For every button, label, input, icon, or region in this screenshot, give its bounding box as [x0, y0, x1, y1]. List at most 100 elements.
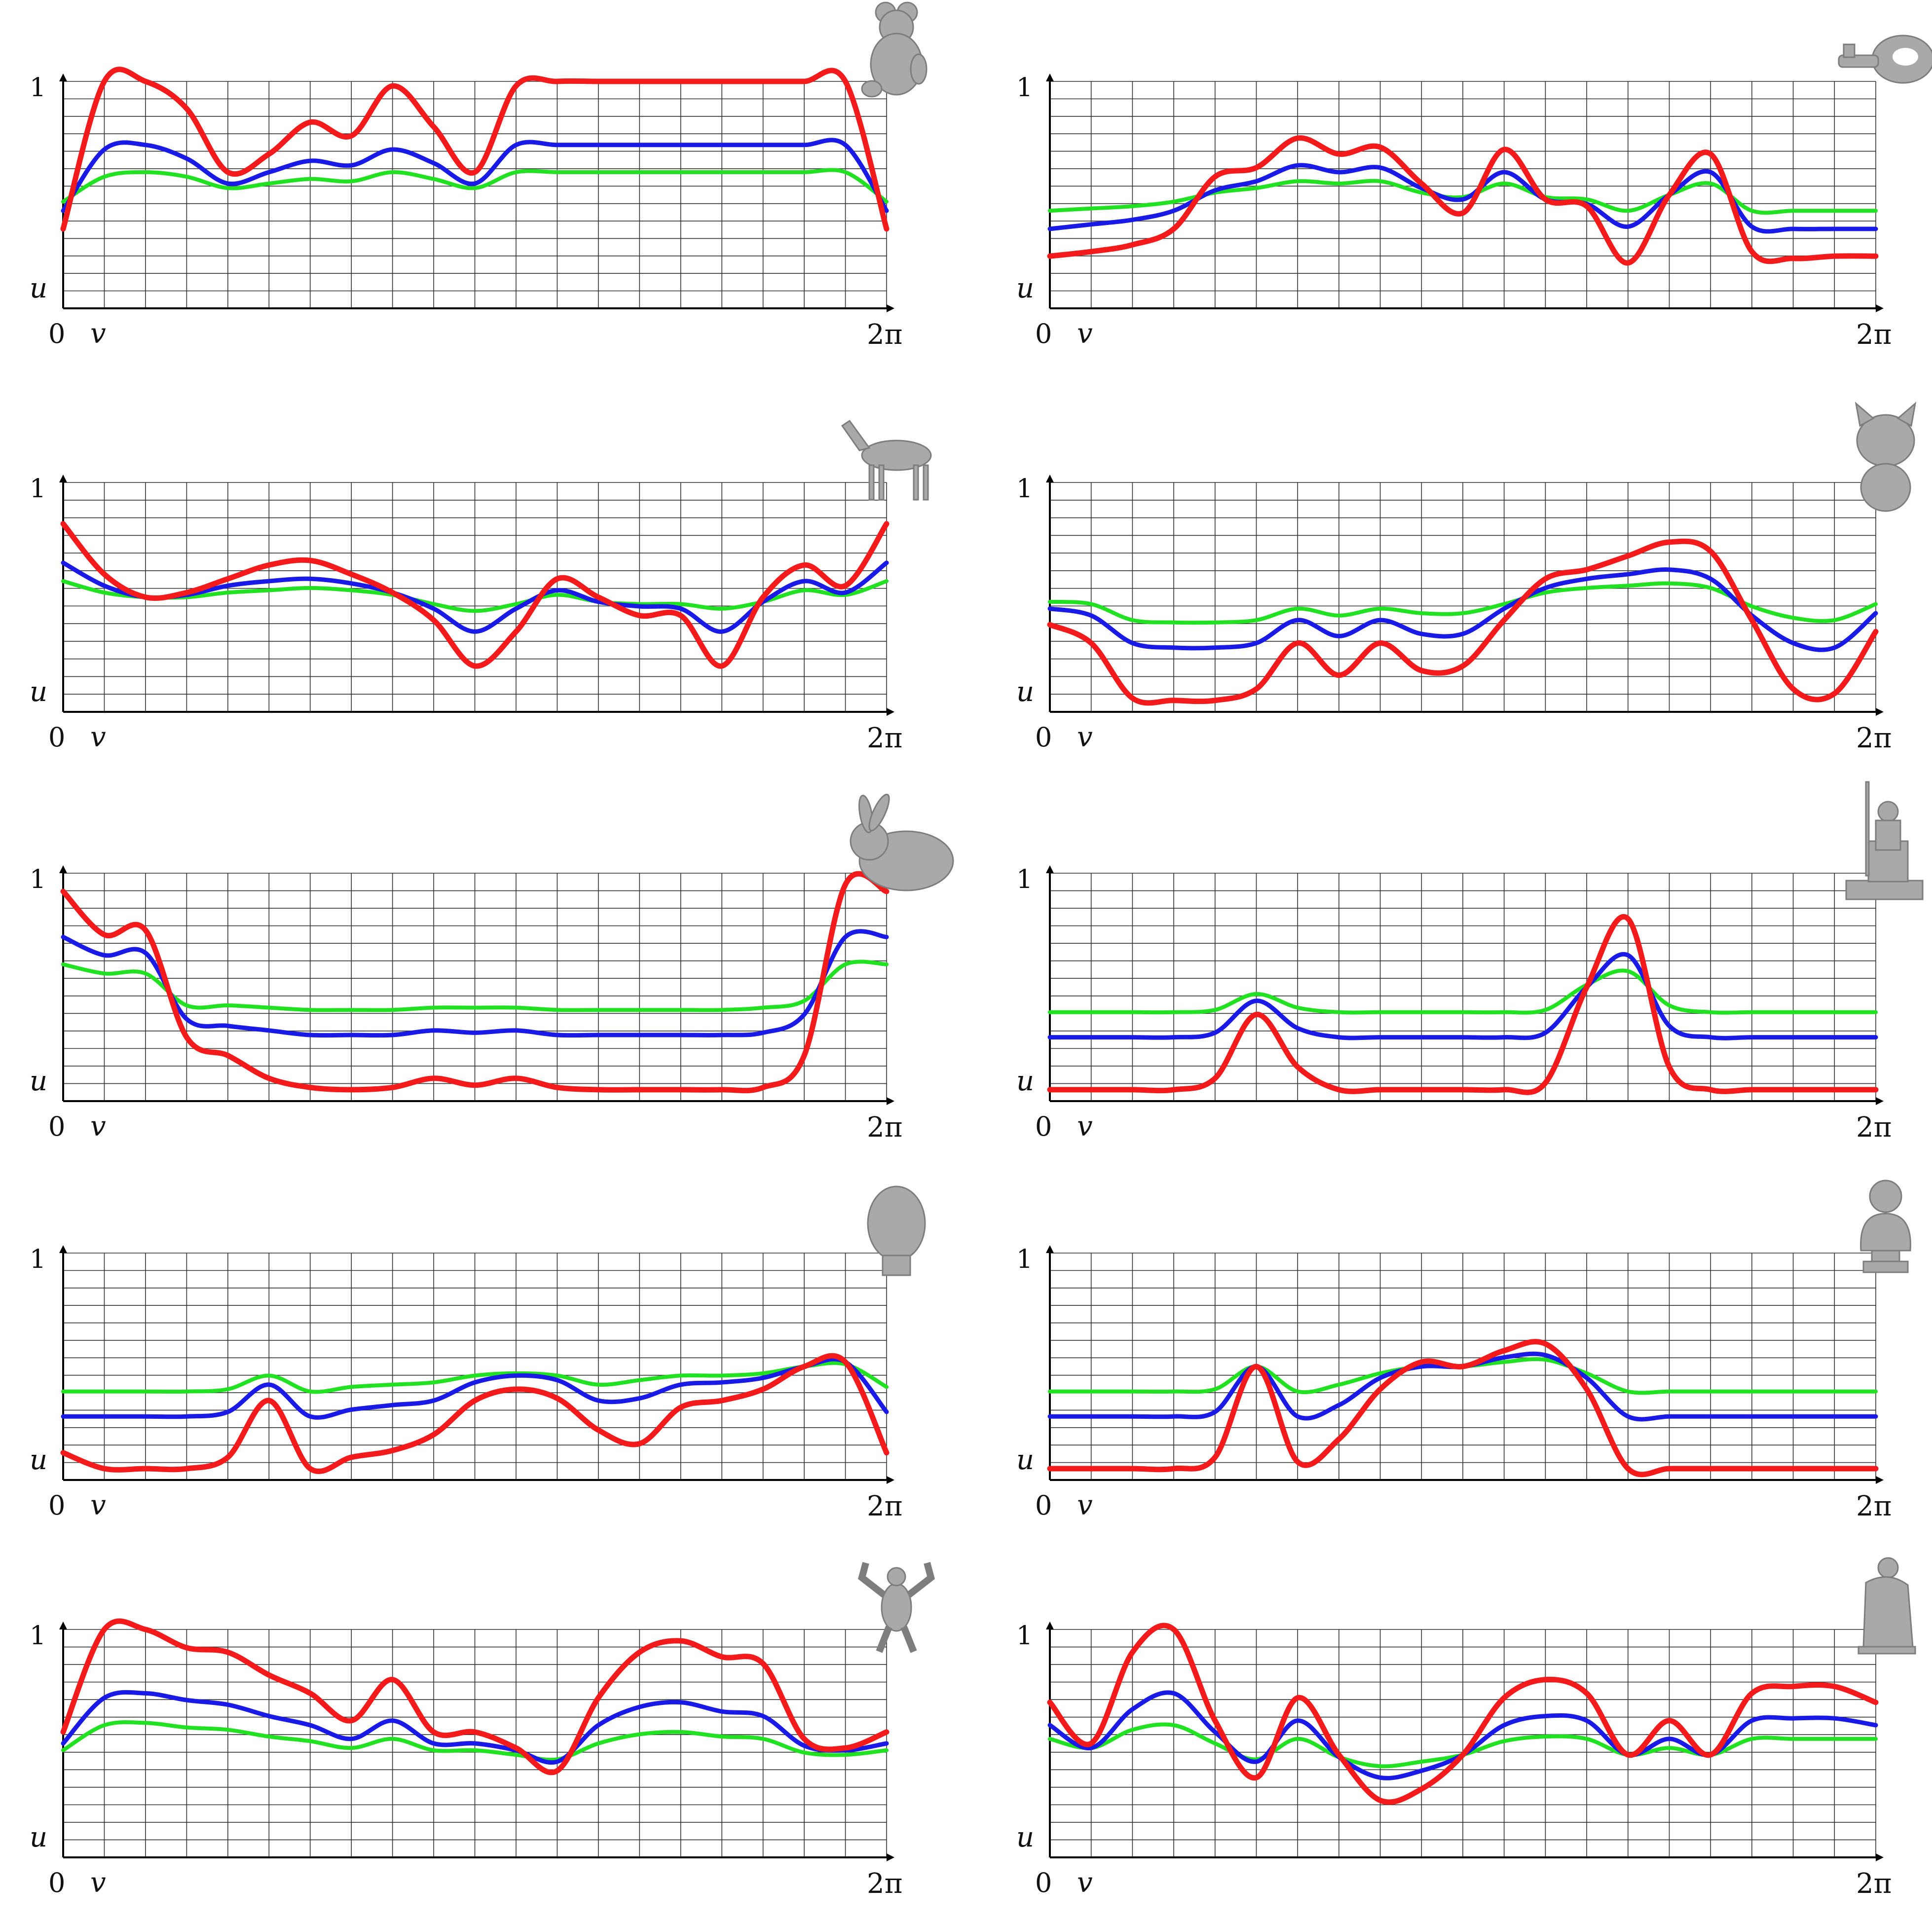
- x-axis-label: v: [1077, 1489, 1093, 1521]
- x-tick-label-end: 2π: [1856, 1111, 1892, 1144]
- y-axis-arrow: [59, 865, 67, 873]
- x-axis-arrow: [887, 1853, 894, 1861]
- x-tick-label-start: 0: [1035, 722, 1052, 753]
- y-tick-label-top: 1: [30, 73, 46, 103]
- x-axis-label: v: [1077, 318, 1093, 350]
- y-axis-arrow: [59, 475, 67, 482]
- y-axis-arrow: [59, 74, 67, 81]
- y-axis-label: u: [1016, 1065, 1034, 1097]
- y-axis-arrow: [1046, 475, 1054, 482]
- x-tick-label-end: 2π: [1856, 1490, 1892, 1522]
- x-tick-label-end: 2π: [867, 1490, 902, 1522]
- chart-panel: 1 u0 v 2π: [1016, 402, 1917, 754]
- series-line-blue: [61, 138, 889, 213]
- kitten-icon: [1855, 402, 1917, 512]
- grid: [1049, 81, 1876, 309]
- x-tick-label-start: 0: [1035, 1490, 1052, 1521]
- series-line-red: [60, 1353, 890, 1474]
- y-tick-label-top: 1: [1016, 865, 1033, 894]
- y-axis-label: u: [1016, 676, 1034, 708]
- series-line-red: [1047, 1339, 1879, 1478]
- y-axis-label: u: [30, 1065, 47, 1097]
- x-tick-label-end: 2π: [867, 319, 902, 351]
- x-tick-label-end: 2π: [1856, 319, 1892, 351]
- y-axis-arrow: [1046, 865, 1054, 873]
- teddy-bear-icon: [861, 1, 928, 98]
- x-tick-label-start: 0: [1035, 1867, 1052, 1898]
- y-tick-label-top: 1: [30, 865, 46, 894]
- x-axis-arrow: [1876, 1476, 1884, 1484]
- chart-panel: 1 u0 v 2π: [1016, 781, 1924, 1144]
- x-axis-arrow: [1876, 304, 1884, 312]
- series-line-blue: [1047, 952, 1878, 1040]
- chart-panel: 1 u0 v 2π: [30, 1, 928, 351]
- ring-object-icon: [1838, 35, 1932, 84]
- x-axis-arrow: [1876, 708, 1884, 716]
- chart-panel: 1 u0 v 2π: [30, 1562, 935, 1900]
- y-axis-arrow: [59, 1245, 67, 1253]
- series-line-green: [61, 960, 889, 1012]
- x-axis-label: v: [90, 1489, 106, 1521]
- head-bust-icon: [867, 1185, 926, 1276]
- series-line-blue: [61, 1357, 889, 1420]
- grid: [1049, 482, 1876, 712]
- x-tick-label-start: 0: [48, 1867, 65, 1898]
- chart-panel: 1 u0 v 2π: [30, 1185, 926, 1522]
- series-line-red: [1047, 538, 1879, 706]
- series-line-red: [1047, 914, 1879, 1095]
- x-tick-label-start: 0: [1035, 1111, 1052, 1142]
- x-tick-label-end: 2π: [1856, 722, 1892, 754]
- grid: [1049, 873, 1876, 1102]
- series-line-green: [61, 168, 889, 204]
- x-axis-label: v: [90, 1110, 106, 1143]
- y-axis-label: u: [1016, 1821, 1034, 1853]
- chart-panel: 1 u0 v 2π: [1016, 1557, 1916, 1900]
- y-tick-label-top: 1: [30, 474, 46, 504]
- x-tick-label-start: 0: [48, 1111, 65, 1142]
- grid: [63, 1253, 887, 1480]
- series-line-green: [61, 1720, 889, 1762]
- x-tick-label-start: 0: [48, 722, 65, 753]
- x-tick-label-start: 0: [48, 318, 65, 349]
- x-tick-label-start: 0: [1035, 318, 1052, 349]
- seated-statue-icon: [1845, 781, 1924, 900]
- y-axis-label: u: [30, 272, 47, 304]
- y-axis-arrow: [59, 1622, 67, 1629]
- y-axis-label: u: [30, 1444, 47, 1476]
- horse-icon: [841, 419, 932, 501]
- y-axis-arrow: [1046, 1245, 1054, 1253]
- series-line-red: [1047, 1623, 1879, 1805]
- y-tick-label-top: 1: [1016, 73, 1033, 103]
- x-axis-arrow: [1876, 1097, 1884, 1105]
- x-axis-arrow: [887, 1476, 894, 1484]
- x-axis-label: v: [90, 721, 106, 753]
- y-axis-label: u: [1016, 272, 1034, 304]
- x-axis-arrow: [1876, 1853, 1884, 1861]
- y-axis-label: u: [30, 676, 47, 708]
- x-axis-arrow: [887, 708, 894, 716]
- x-tick-label-start: 0: [48, 1490, 65, 1521]
- y-tick-label-top: 1: [1016, 1621, 1033, 1651]
- series-line-blue: [61, 1690, 889, 1765]
- grid: [1049, 1629, 1876, 1858]
- y-tick-label-top: 1: [30, 1621, 46, 1651]
- chart-panel: 1 u0 v 2π: [1016, 1180, 1911, 1522]
- y-axis-label: u: [1016, 1444, 1034, 1476]
- chart-panel: 1 u0 v 2π: [30, 419, 932, 754]
- series-line-green: [61, 1361, 889, 1394]
- y-tick-label-top: 1: [30, 1245, 46, 1274]
- x-tick-label-end: 2π: [867, 1111, 902, 1144]
- bunny-icon: [850, 793, 954, 891]
- x-axis-label: v: [90, 1867, 106, 1899]
- x-axis-label: v: [1077, 1867, 1093, 1899]
- x-axis-label: v: [90, 318, 106, 350]
- y-tick-label-top: 1: [1016, 474, 1033, 504]
- pieta-statue-icon: [1858, 1557, 1916, 1655]
- series-line-green: [1048, 968, 1878, 1015]
- series-line-red: [60, 521, 890, 669]
- x-tick-label-end: 2π: [867, 1868, 902, 1900]
- series-line-blue: [61, 929, 889, 1038]
- series-line-green: [61, 579, 889, 613]
